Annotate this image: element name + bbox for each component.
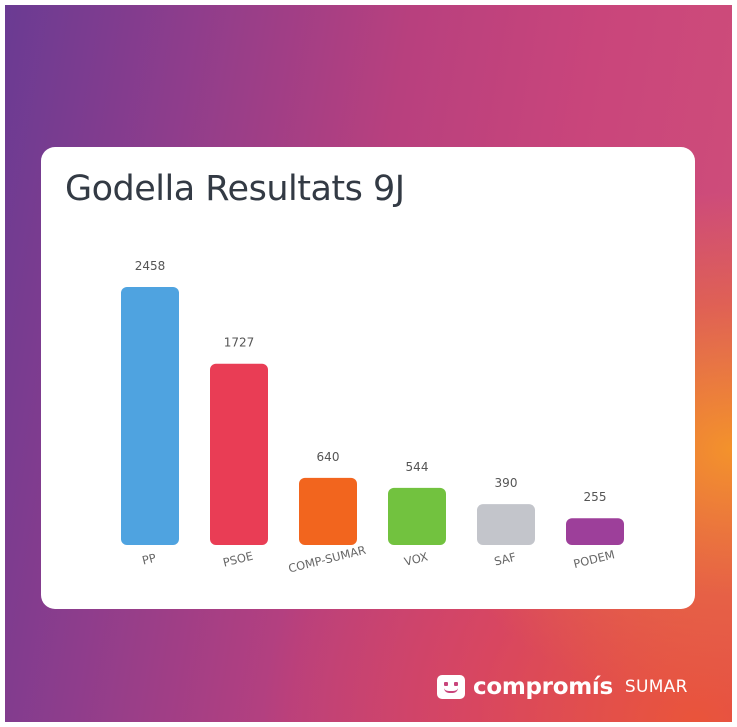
- chart-card: Godella Resultats 9J 2458 PP 1727 PSOE 640 CO…: [41, 147, 695, 609]
- bar-comp-sumar: [299, 477, 357, 545]
- category-label: PSOE: [222, 549, 255, 570]
- category-label: PODEM: [572, 547, 616, 571]
- value-label: 255: [584, 490, 607, 504]
- brand-footer: compromís SUMAR: [437, 673, 688, 701]
- bar-pp: [121, 287, 179, 545]
- background-frame: Godella Resultats 9J 2458 PP 1727 PSOE 640 CO…: [5, 5, 732, 722]
- brand-sub: SUMAR: [624, 677, 688, 697]
- smiley-logo-icon: [437, 675, 465, 699]
- value-label: 640: [317, 450, 340, 464]
- value-label: 2458: [135, 259, 166, 273]
- brand-name: compromís: [473, 674, 613, 700]
- value-label: 390: [495, 476, 518, 490]
- bar-psoe: [210, 363, 268, 545]
- bar-podem: [566, 518, 624, 545]
- bar-chart: 2458 PP 1727 PSOE 640 COMP-SUMAR 544 VOX 390 SAF 2…: [121, 259, 624, 576]
- category-label: SAF: [493, 550, 518, 569]
- bar-saf: [477, 504, 535, 545]
- category-label: VOX: [403, 549, 430, 568]
- value-label: 544: [406, 460, 429, 474]
- chart-title: Godella Resultats 9J: [65, 169, 405, 209]
- category-label: COMP-SUMAR: [287, 543, 367, 576]
- category-label: PP: [141, 551, 158, 568]
- bar-vox: [388, 487, 446, 545]
- value-label: 1727: [224, 336, 255, 350]
